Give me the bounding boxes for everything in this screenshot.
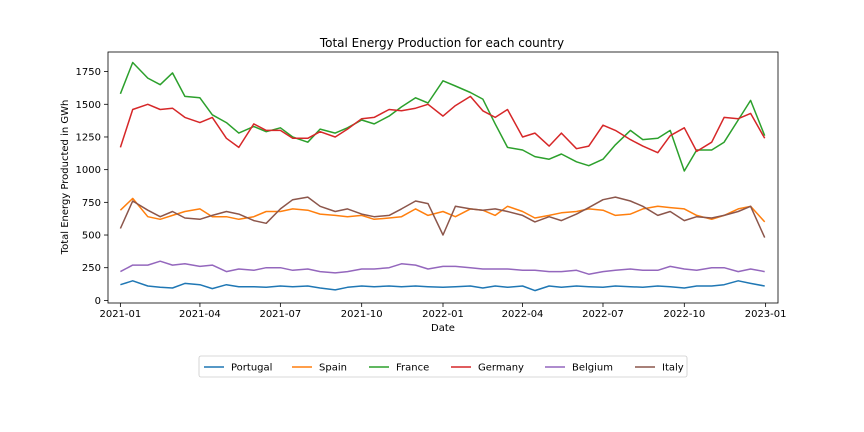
x-tick-label: 2022-07	[582, 309, 624, 320]
x-tick-label: 2021-10	[341, 309, 383, 320]
y-tick-label: 1750	[76, 67, 101, 78]
legend-label-germany: Germany	[478, 363, 524, 374]
legend-label-belgium: Belgium	[572, 363, 613, 374]
series-line-italy	[119, 196, 766, 238]
legend-label-france: France	[396, 363, 429, 374]
plot-area	[119, 61, 766, 292]
y-tick-label: 500	[82, 231, 101, 242]
legend-label-portugal: Portugal	[231, 363, 272, 374]
y-tick-label: 0	[95, 296, 101, 307]
y-axis-ticks: 0 250 500 750 1000 1250 1500 1750	[76, 67, 108, 307]
series-line-belgium	[120, 260, 765, 275]
x-axis-label: Date	[431, 323, 455, 334]
legend: Portugal Spain France Germany Belgium Italy	[198, 355, 688, 378]
y-tick-label: 1500	[76, 100, 101, 111]
series-line-france	[119, 61, 766, 172]
y-tick-label: 750	[82, 198, 101, 209]
y-tick-label: 1250	[76, 132, 101, 143]
x-tick-label: 2021-07	[259, 309, 301, 320]
x-tick-label: 2021-04	[179, 309, 221, 320]
y-tick-label: 250	[82, 263, 101, 274]
x-tick-label: 2023-01	[745, 309, 787, 320]
x-axis-ticks: 2021-01 2021-04 2021-07 2021-10 2022-01 2022-…	[99, 303, 787, 320]
x-tick-label: 2022-10	[663, 309, 705, 320]
chart-title: Total Energy Production for each country	[319, 36, 564, 50]
x-tick-label: 2022-04	[502, 309, 544, 320]
x-tick-label: 2021-01	[99, 309, 141, 320]
series-line-spain	[119, 197, 766, 223]
x-tick-label: 2022-01	[422, 309, 464, 320]
series-line-portugal	[120, 280, 765, 292]
series-line-germany	[119, 95, 766, 154]
y-axis-label: Total Energy Producted in GWh	[60, 100, 71, 256]
legend-box	[198, 355, 688, 378]
legend-label-spain: Spain	[319, 363, 347, 374]
y-tick-label: 1000	[76, 165, 101, 176]
legend-label-italy: Italy	[662, 363, 684, 374]
